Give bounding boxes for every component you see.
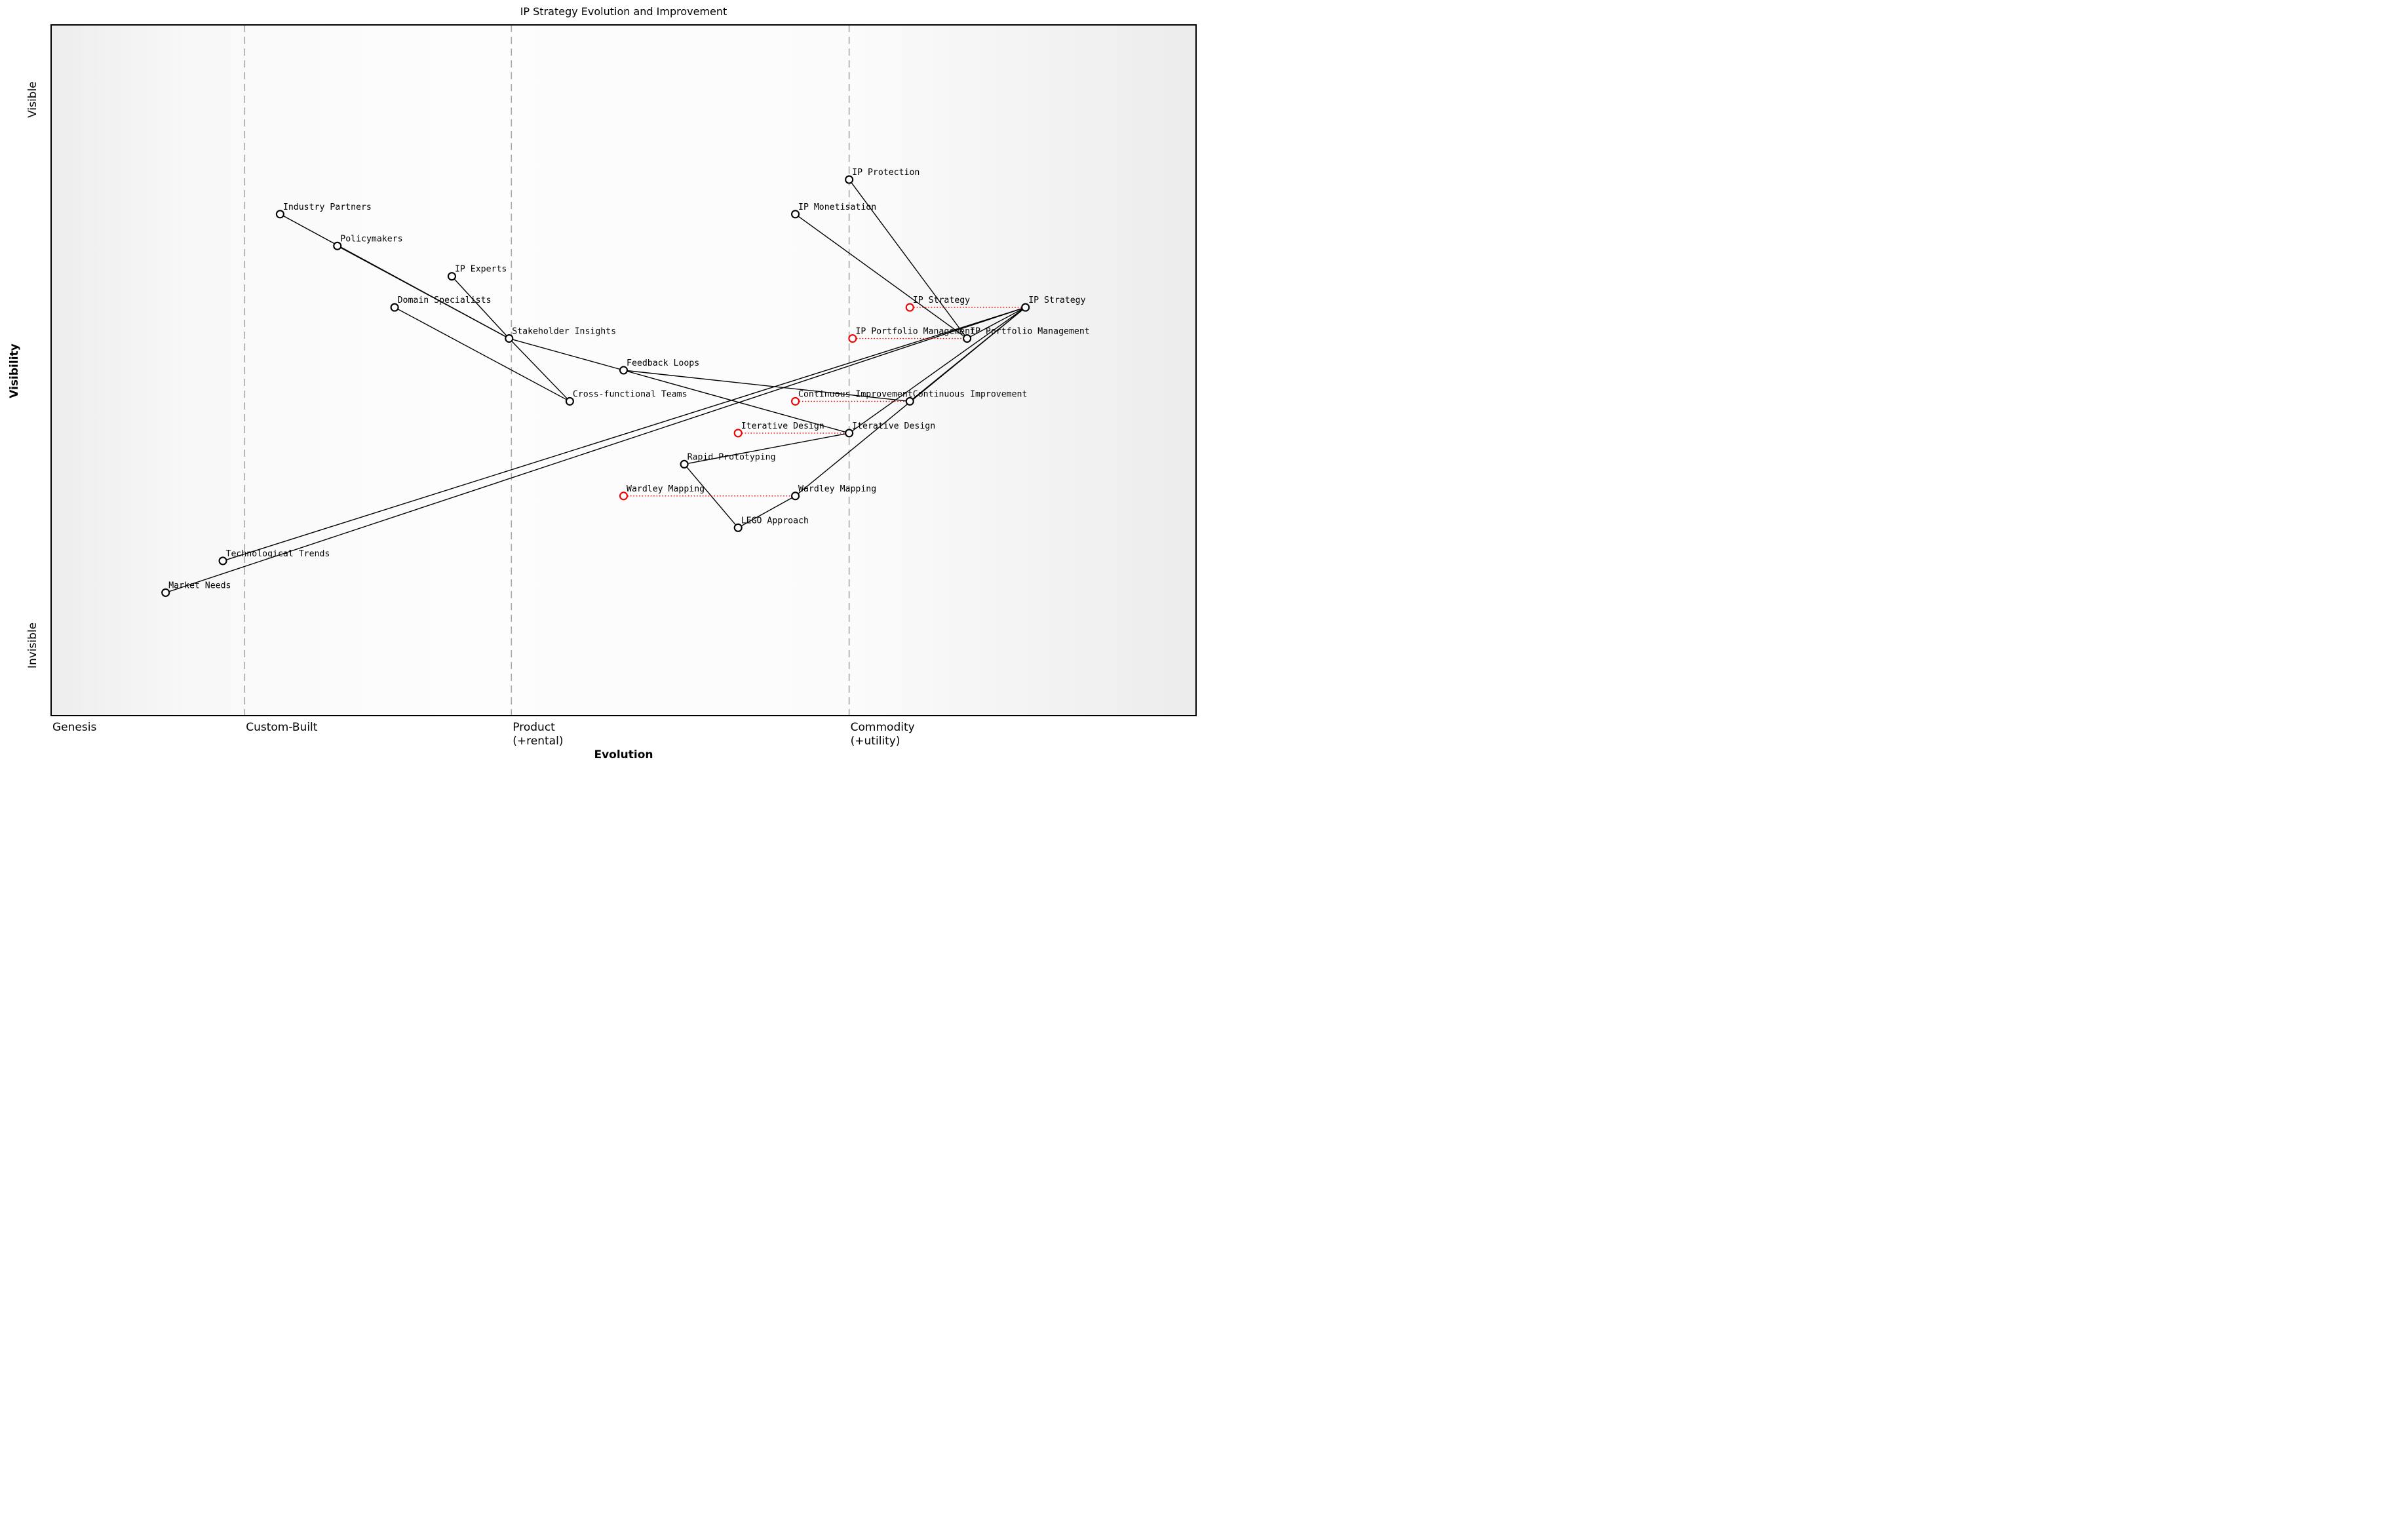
node-label-domain-specialists: Domain Specialists	[398, 296, 492, 305]
node-feedback-loops	[619, 366, 629, 375]
node-domain-specialists	[390, 303, 399, 312]
edge-line-policymakers--stakeholder-insights	[337, 245, 510, 339]
node-label-ip-experts: IP Experts	[455, 265, 507, 275]
node-label-ip-portfolio-management-origin: IP Portfolio Management	[855, 327, 975, 337]
stage-label-text: Product	[513, 721, 555, 734]
node-label-ip-strategy-origin: IP Strategy	[913, 296, 970, 305]
stage-sublabel-text: (+utility)	[850, 735, 900, 748]
node-label-wardley-mapping: Wardley Mapping	[798, 484, 876, 494]
node-label-stakeholder-insights: Stakeholder Insights	[512, 327, 616, 337]
edge-line-ip-monetisation--ip-portfolio-management	[795, 214, 968, 339]
edge-line-rapid-prototyping--iterative-design	[684, 433, 849, 465]
node-technological-trends	[218, 556, 227, 566]
node-ip-portfolio-management	[963, 334, 972, 343]
plot-frame	[50, 24, 1197, 716]
node-label-ip-protection: IP Protection	[852, 168, 919, 178]
node-label-ip-strategy: IP Strategy	[1028, 296, 1085, 305]
edge-line-continuous-improvement--ip-strategy	[909, 307, 1026, 402]
node-continuous-improvement	[905, 396, 914, 406]
node-label-lego-approach: LEGO Approach	[741, 516, 809, 526]
node-stakeholder-insights	[505, 334, 514, 343]
node-continuous-improvement-origin	[791, 396, 800, 406]
node-market-needs	[161, 588, 170, 597]
node-label-continuous-improvement: Continuous Improvement	[913, 389, 1028, 399]
node-label-technological-trends: Technological Trends	[226, 549, 330, 559]
node-ip-experts	[447, 272, 457, 281]
node-industry-partners	[275, 210, 284, 219]
node-ip-strategy	[1021, 303, 1030, 312]
node-ip-monetisation	[791, 210, 800, 219]
node-policymakers	[333, 241, 342, 250]
node-label-cross-functional-teams: Cross-functional Teams	[573, 389, 687, 399]
stage-sublabel-text: (+rental)	[513, 735, 564, 748]
edge-line-iterative-design--ip-strategy	[849, 307, 1026, 434]
wardley-map-canvas: Market Needs Technological Trends Industry…	[50, 24, 1197, 716]
stage-label-commodity: Commodity (+utility)	[851, 721, 915, 749]
node-ip-protection	[845, 175, 854, 184]
stage-label-custom-built: Custom-Built	[246, 721, 317, 735]
node-label-iterative-design: Iterative Design	[852, 421, 935, 431]
node-label-feedback-loops: Feedback Loops	[627, 358, 699, 368]
x-axis-title: Evolution	[594, 748, 653, 761]
node-label-rapid-prototyping: Rapid Prototyping	[687, 452, 776, 462]
edge-line-domain-specialists--cross-functional-teams	[394, 307, 570, 402]
node-label-market-needs: Market Needs	[168, 581, 231, 590]
node-label-industry-partners: Industry Partners	[283, 202, 372, 212]
wardley-map-figure: IP Strategy Evolution and Improvement Vi…	[0, 0, 1200, 770]
node-ip-strategy-origin	[905, 303, 914, 312]
stage-label-text: Genesis	[52, 721, 97, 734]
node-label-iterative-design-origin: Iterative Design	[741, 421, 824, 431]
edge-line-technological-trends--ip-strategy	[222, 307, 1026, 562]
edge-line-ip-experts--stakeholder-insights	[451, 276, 510, 339]
edge-line-feedback-loops--iterative-design	[623, 370, 849, 434]
chart-title: IP Strategy Evolution and Improvement	[520, 5, 727, 18]
node-ip-portfolio-management-origin	[848, 334, 857, 343]
node-iterative-design-origin	[733, 429, 743, 438]
edge-line-market-needs--ip-strategy	[165, 307, 1026, 594]
node-lego-approach	[733, 523, 743, 532]
stage-label-text: Commodity	[850, 721, 915, 734]
node-wardley-mapping	[791, 491, 800, 501]
edge-line-stakeholder-insights--cross-functional-teams	[509, 338, 570, 402]
node-cross-functional-teams	[565, 396, 574, 406]
stage-label-product: Product (+rental)	[513, 721, 563, 749]
node-label-ip-monetisation: IP Monetisation	[798, 202, 876, 212]
node-label-wardley-mapping-origin: Wardley Mapping	[627, 484, 705, 494]
node-rapid-prototyping	[680, 459, 689, 469]
node-iterative-design	[845, 429, 854, 438]
node-wardley-mapping-origin	[619, 491, 629, 501]
stage-label-genesis: Genesis	[52, 721, 96, 735]
edge-line-lego-approach--wardley-mapping	[737, 495, 796, 528]
edge-line-ip-portfolio-management--ip-strategy	[967, 307, 1026, 339]
node-label-policymakers: Policymakers	[340, 234, 402, 244]
edge-line-feedback-loops--continuous-improvement	[623, 370, 910, 402]
stage-label-text: Custom-Built	[246, 721, 318, 734]
node-label-ip-portfolio-management: IP Portfolio Management	[970, 327, 1090, 337]
edge-line-stakeholder-insights--feedback-loops	[509, 337, 624, 371]
node-label-continuous-improvement-origin: Continuous Improvement	[798, 389, 913, 399]
edge-line-ip-protection--ip-portfolio-management	[849, 179, 968, 339]
